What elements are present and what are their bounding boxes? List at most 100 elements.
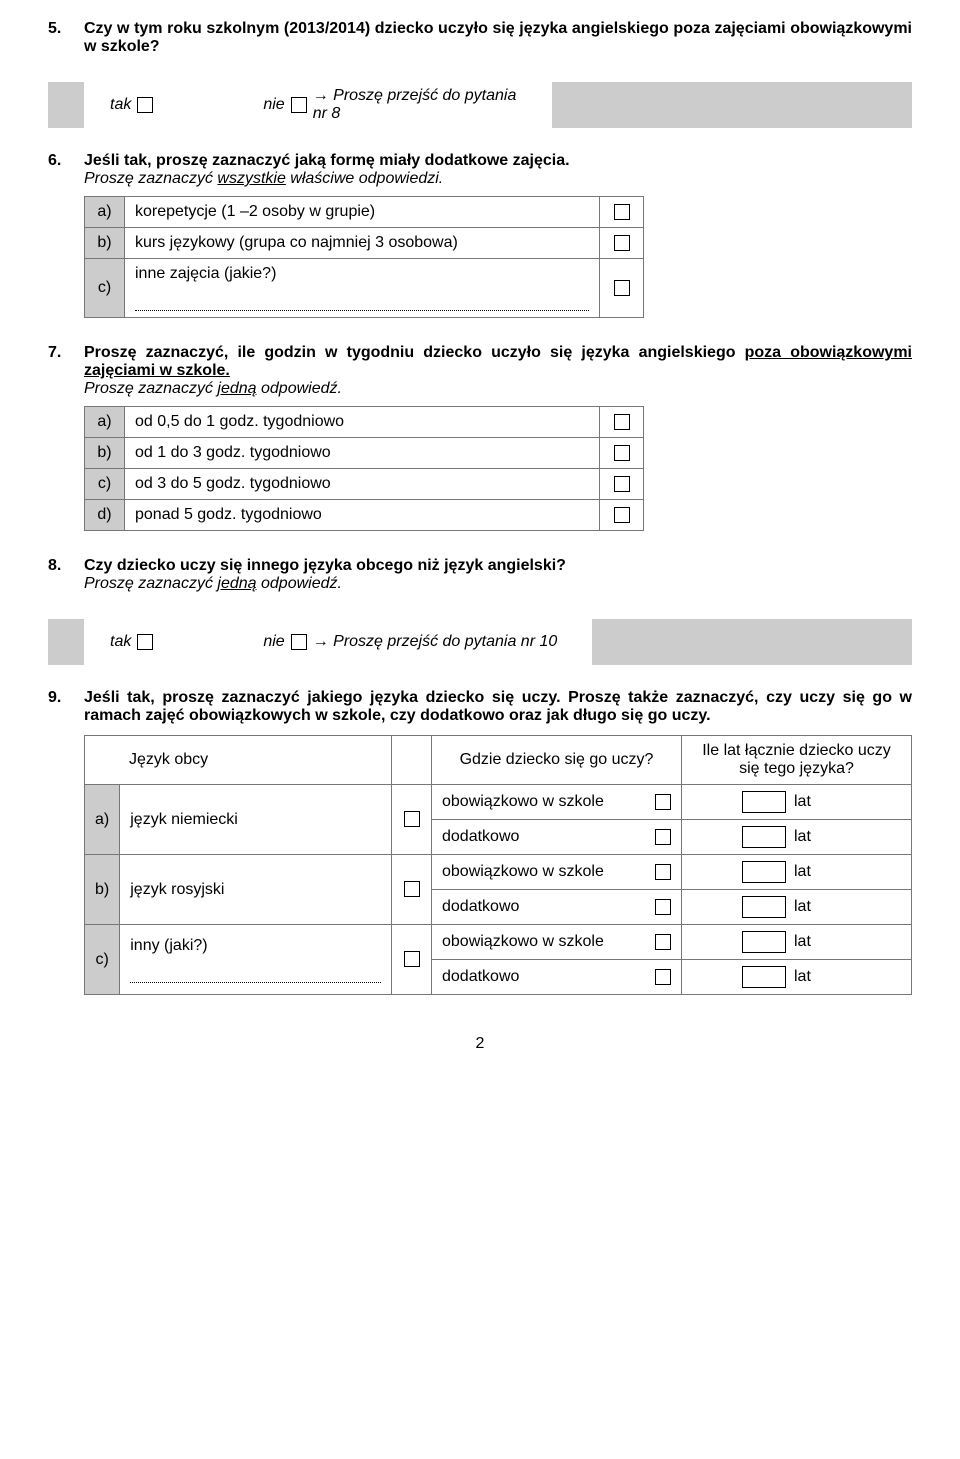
q8-instr-b: jedną: [217, 575, 256, 592]
q8-no[interactable]: nie → Proszę przejść do pytania nr 10: [263, 633, 557, 651]
q5-yes[interactable]: tak: [110, 96, 153, 114]
checkbox-icon[interactable]: [614, 414, 630, 430]
q9-c-l: c): [85, 925, 120, 995]
q9-c-w2: dodatkowo: [442, 968, 519, 986]
checkbox-icon[interactable]: [655, 969, 671, 985]
q9-b-w1: obowiązkowo w szkole: [442, 863, 604, 881]
checkbox-icon[interactable]: [404, 811, 420, 827]
q7-a-l: a): [85, 407, 125, 438]
checkbox-icon[interactable]: [614, 280, 630, 296]
question-5: 5. Czy w tym roku szkolnym (2013/2014) d…: [48, 20, 912, 56]
q6-row-c: c) inne zajęcia (jakie?): [85, 259, 644, 290]
q5-number: 5.: [48, 20, 84, 38]
lat-label: lat: [794, 933, 811, 950]
year-input[interactable]: [742, 931, 786, 953]
q5-no[interactable]: nie → Proszę przejść do pytania nr 8: [263, 87, 526, 123]
checkbox-icon[interactable]: [614, 476, 630, 492]
q5-text: Czy w tym roku szkolnym (2013/2014) dzie…: [84, 20, 912, 56]
q9-c-fillin[interactable]: [130, 967, 381, 983]
q6-row-b-text: kurs językowy (grupa co najmniej 3 osobo…: [125, 228, 600, 259]
q7-options-table: a)od 0,5 do 1 godz. tygodniowo b)od 1 do…: [84, 406, 644, 531]
q8-yes[interactable]: tak: [110, 633, 153, 651]
year-input[interactable]: [742, 826, 786, 848]
q9-b-l: b): [85, 855, 120, 925]
q9-h2: Gdzie dziecko się go uczy?: [432, 736, 682, 785]
q7-a-t: od 0,5 do 1 godz. tygodniowo: [125, 407, 600, 438]
q9-a-w2: dodatkowo: [442, 828, 519, 846]
q8-instr-c: odpowiedź.: [257, 575, 342, 592]
q9-a-t: język niemiecki: [120, 785, 392, 855]
q6-row-b-letter: b): [85, 228, 125, 259]
checkbox-icon[interactable]: [137, 97, 153, 113]
year-input[interactable]: [742, 791, 786, 813]
q9-c-t: inny (jaki?): [130, 937, 207, 954]
q8-no-label: nie: [263, 633, 284, 651]
q7-c-l: c): [85, 469, 125, 500]
q6-row-c-letter: c): [85, 259, 125, 318]
checkbox-icon[interactable]: [291, 97, 307, 113]
checkbox-icon[interactable]: [614, 235, 630, 251]
q8-instr-a: Proszę zaznaczyć: [84, 575, 217, 592]
lat-label: lat: [794, 793, 811, 810]
q6-row-c-fillin[interactable]: [135, 295, 589, 311]
checkbox-icon[interactable]: [404, 951, 420, 967]
q6-instr-a: Proszę zaznaczyć: [84, 170, 217, 187]
lat-label: lat: [794, 863, 811, 880]
q9-b-t: język rosyjski: [120, 855, 392, 925]
q7-number: 7.: [48, 344, 84, 362]
q9-h1: Język obcy: [85, 736, 392, 785]
q8-number: 8.: [48, 557, 84, 575]
q7-instr-c: odpowiedź.: [257, 380, 342, 397]
checkbox-icon[interactable]: [614, 445, 630, 461]
checkbox-icon[interactable]: [614, 507, 630, 523]
year-input[interactable]: [742, 966, 786, 988]
q8-yes-label: tak: [110, 633, 131, 651]
q9-a-w1: obowiązkowo w szkole: [442, 793, 604, 811]
q7-b-l: b): [85, 438, 125, 469]
checkbox-icon[interactable]: [655, 794, 671, 810]
q6-row-c-text: inne zajęcia (jakie?): [125, 259, 600, 290]
year-input[interactable]: [742, 896, 786, 918]
q7-instr-a: Proszę zaznaczyć: [84, 380, 217, 397]
question-9: 9. Jeśli tak, proszę zaznaczyć jakiego j…: [48, 689, 912, 995]
q6-instr-c: właściwe odpowiedzi.: [286, 170, 443, 187]
q6-row-a-text: korepetycje (1 –2 osoby w grupie): [125, 197, 600, 228]
year-input[interactable]: [742, 861, 786, 883]
q9-text: Jeśli tak, proszę zaznaczyć jakiego języ…: [84, 689, 912, 725]
q6-options-table: a) korepetycje (1 –2 osoby w grupie) b) …: [84, 196, 644, 318]
lat-label: lat: [794, 898, 811, 915]
q7-d-l: d): [85, 500, 125, 531]
q6-instr-b: wszystkie: [217, 170, 285, 187]
checkbox-icon[interactable]: [655, 899, 671, 915]
q9-number: 9.: [48, 689, 84, 707]
q6-row-a-letter: a): [85, 197, 125, 228]
q9-c-t-cell: inny (jaki?): [120, 925, 392, 995]
question-7: 7. Proszę zaznaczyć, ile godzin w tygodn…: [48, 344, 912, 531]
question-6: 6. Jeśli tak, proszę zaznaczyć jaką form…: [48, 152, 912, 318]
q9-c-w1: obowiązkowo w szkole: [442, 933, 604, 951]
page-number: 2: [48, 1035, 912, 1053]
q8-no-arrow: → Proszę przejść do pytania nr 10: [313, 633, 558, 651]
checkbox-icon[interactable]: [614, 204, 630, 220]
checkbox-icon[interactable]: [291, 634, 307, 650]
q5-yes-label: tak: [110, 96, 131, 114]
checkbox-icon[interactable]: [404, 881, 420, 897]
q7-c-t: od 3 do 5 godz. tygodniowo: [125, 469, 600, 500]
checkbox-icon[interactable]: [137, 634, 153, 650]
q6-row-b: b) kurs językowy (grupa co najmniej 3 os…: [85, 228, 644, 259]
q5-no-arrow: → Proszę przejść do pytania nr 8: [313, 87, 526, 123]
q6-number: 6.: [48, 152, 84, 170]
q6-row-a: a) korepetycje (1 –2 osoby w grupie): [85, 197, 644, 228]
q9-h3: Ile lat łącznie dziecko uczy się tego ję…: [682, 736, 912, 785]
q8-yesno-bar: tak nie → Proszę przejść do pytania nr 1…: [48, 619, 912, 665]
q9-lang-table: Język obcy Gdzie dziecko się go uczy? Il…: [84, 735, 912, 995]
q7-instr-b: jedną: [217, 380, 256, 397]
checkbox-icon[interactable]: [655, 829, 671, 845]
lat-label: lat: [794, 828, 811, 845]
checkbox-icon[interactable]: [655, 864, 671, 880]
checkbox-icon[interactable]: [655, 934, 671, 950]
q8-text: Czy dziecko uczy się innego języka obceg…: [84, 557, 566, 574]
q5-no-label: nie: [263, 96, 284, 114]
q9-a-l: a): [85, 785, 120, 855]
q7-d-t: ponad 5 godz. tygodniowo: [125, 500, 600, 531]
